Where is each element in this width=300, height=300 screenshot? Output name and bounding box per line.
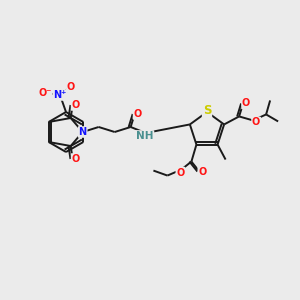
Text: O: O — [72, 100, 80, 110]
Text: O: O — [176, 168, 184, 178]
Text: O⁻: O⁻ — [38, 88, 52, 98]
Text: N⁺: N⁺ — [53, 90, 67, 100]
Text: O: O — [72, 154, 80, 164]
Text: O: O — [198, 167, 206, 177]
Text: S: S — [203, 104, 211, 118]
Text: O: O — [242, 98, 250, 108]
Text: O: O — [134, 109, 142, 119]
Text: O: O — [252, 117, 260, 128]
Text: O: O — [67, 82, 75, 92]
Text: N: N — [79, 127, 87, 137]
Text: NH: NH — [136, 131, 153, 141]
